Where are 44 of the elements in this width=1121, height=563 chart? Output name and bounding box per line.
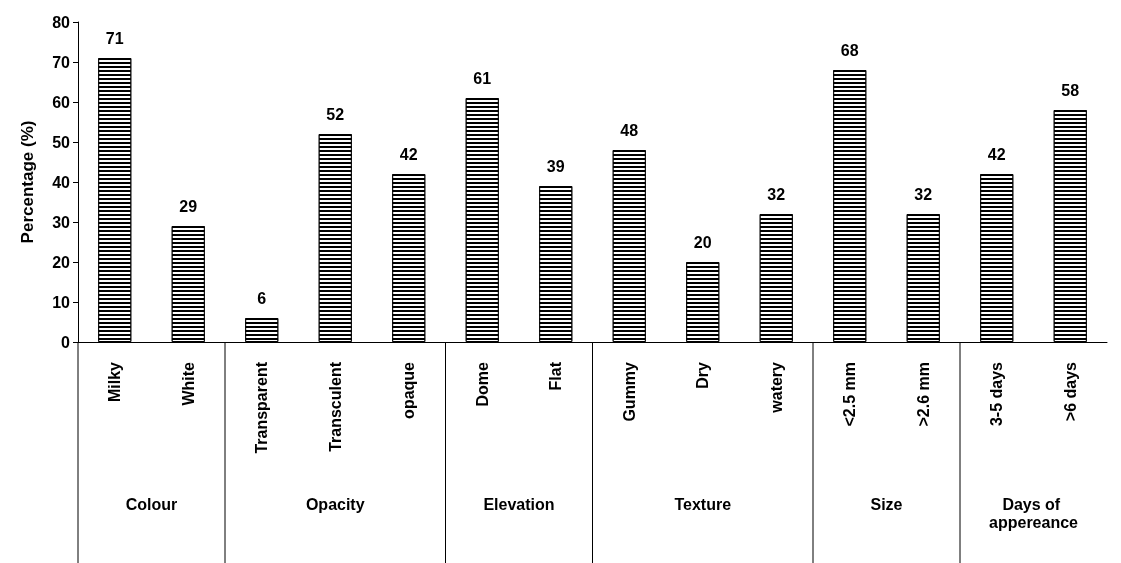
y-axis-title: Percentage (%) — [18, 120, 37, 244]
x-tick-label: Dome — [473, 361, 491, 407]
x-tick-label: <2.5 mm — [841, 362, 859, 427]
data-label: 32 — [767, 185, 786, 203]
data-label: 71 — [105, 29, 124, 47]
text: Texture — [674, 495, 732, 513]
x-tick-label: watery — [767, 361, 785, 414]
x-tick-label: opaque — [400, 361, 418, 419]
data-label: 6 — [257, 289, 267, 307]
text: Size — [870, 495, 903, 513]
text: Days of appereance — [989, 495, 1079, 531]
data-label: 52 — [326, 105, 345, 123]
data-label: 61 — [473, 69, 492, 87]
x-tick-label: Gummy — [620, 361, 638, 422]
data-label: 29 — [179, 197, 198, 215]
y-tick-label: 20 — [52, 253, 71, 271]
data-label: 48 — [620, 121, 639, 139]
y-tick-label: 80 — [52, 13, 71, 31]
data-label: 42 — [987, 145, 1006, 163]
data-label: 42 — [399, 145, 418, 163]
x-tick-label: Dry — [694, 361, 712, 389]
x-tick-label: Flat — [547, 361, 565, 391]
data-label: 39 — [546, 157, 565, 175]
y-tick-label: 30 — [52, 213, 71, 231]
y-tick-label: 40 — [52, 173, 71, 191]
y-tick-label: 60 — [52, 93, 71, 111]
y-tick-label: 0 — [61, 333, 71, 351]
x-tick-label: Milky — [106, 361, 124, 403]
y-tick-label: 10 — [52, 293, 71, 311]
text: Opacity — [305, 495, 365, 513]
x-tick-label: Transparent — [253, 361, 271, 454]
text: Elevation — [483, 495, 555, 513]
y-tick-label: 70 — [52, 53, 71, 71]
x-tick-label: Transculent — [326, 361, 344, 452]
data-label: 32 — [914, 185, 933, 203]
x-tick-label: White — [179, 361, 197, 406]
text: Colour — [125, 495, 178, 513]
x-tick-label: >2.6 mm — [914, 362, 932, 427]
data-label: 58 — [1061, 81, 1080, 99]
data-label: 20 — [693, 233, 712, 251]
x-tick-label: >6 days — [1061, 361, 1079, 422]
x-tick-label: 3-5 days — [988, 361, 1006, 427]
data-label: 68 — [840, 41, 859, 59]
y-tick-label: 50 — [52, 133, 71, 151]
